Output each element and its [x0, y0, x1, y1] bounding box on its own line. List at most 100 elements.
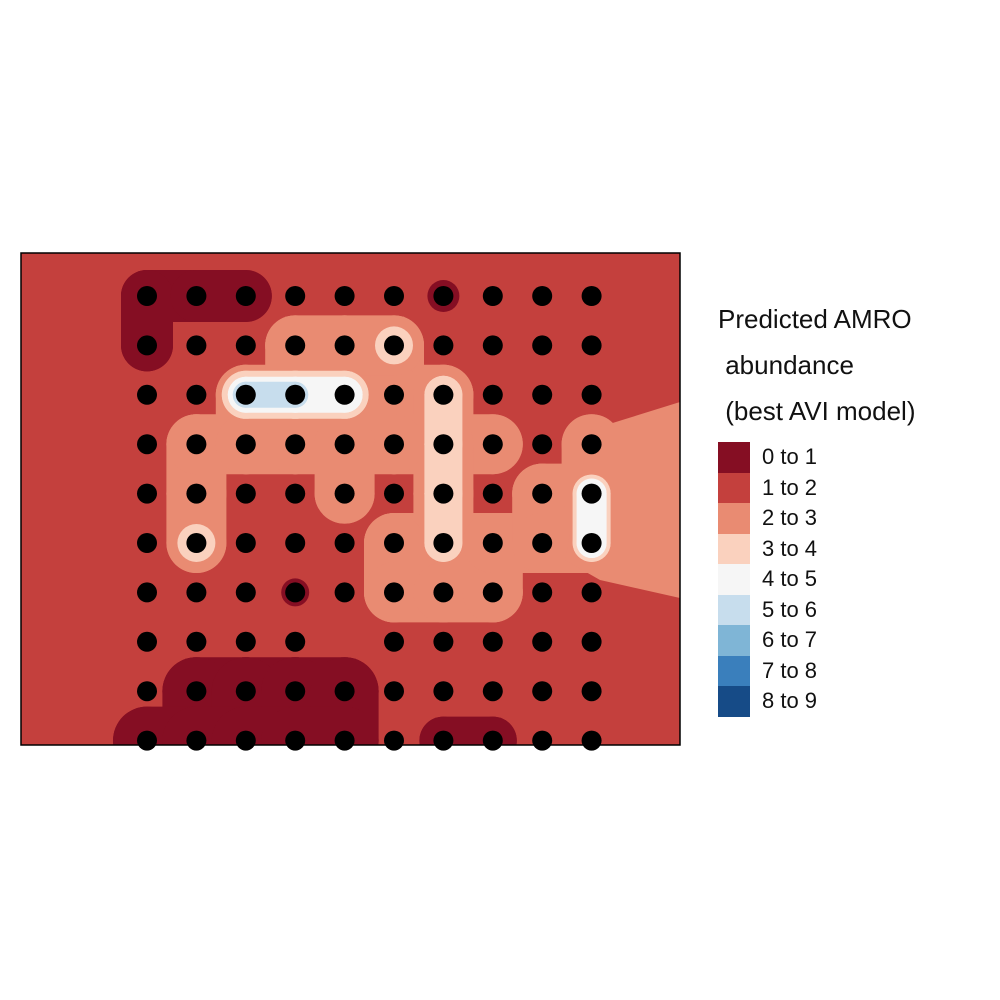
- survey-point: [137, 483, 157, 504]
- legend-swatch: [718, 472, 750, 503]
- survey-point: [532, 434, 553, 455]
- survey-point: [235, 434, 256, 455]
- survey-point: [235, 335, 256, 356]
- legend-item-label: 8 to 9: [762, 688, 818, 714]
- survey-point: [137, 681, 157, 702]
- survey-point: [186, 335, 207, 356]
- survey-point: [532, 384, 553, 405]
- survey-point: [137, 582, 157, 603]
- survey-point: [235, 681, 256, 702]
- legend-item-label: 4 to 5: [762, 566, 818, 592]
- survey-point: [433, 582, 454, 603]
- survey-point: [235, 286, 256, 306]
- survey-point: [186, 730, 207, 751]
- survey-point: [532, 730, 553, 751]
- survey-point: [581, 730, 602, 751]
- survey-point: [334, 286, 355, 306]
- legend-item: 2 to 3: [718, 503, 916, 534]
- survey-point: [235, 631, 256, 652]
- survey-point: [137, 730, 157, 751]
- survey-point: [235, 384, 256, 405]
- legend-item: 6 to 7: [718, 625, 916, 656]
- survey-point: [334, 582, 355, 603]
- legend-item-label: 0 to 1: [762, 444, 818, 470]
- survey-point: [334, 434, 355, 455]
- survey-point: [384, 384, 404, 405]
- survey-point: [581, 384, 602, 405]
- legend-title-line-3: (best AVI model): [718, 396, 916, 426]
- survey-points: [137, 286, 602, 751]
- legend-title-line-1: Predicted AMRO: [718, 304, 912, 334]
- legend-item: 3 to 4: [718, 533, 916, 564]
- survey-point: [137, 631, 157, 652]
- survey-point: [186, 384, 207, 405]
- survey-point: [532, 483, 553, 504]
- legend-swatch: [718, 442, 750, 473]
- survey-point: [581, 286, 602, 306]
- legend-item: 1 to 2: [718, 472, 916, 503]
- legend-swatch: [718, 625, 750, 656]
- legend-swatch: [718, 594, 750, 625]
- survey-point: [532, 631, 553, 652]
- survey-point: [384, 681, 404, 702]
- survey-point: [384, 434, 404, 455]
- survey-point: [384, 335, 404, 356]
- survey-point: [285, 434, 306, 455]
- legend-item: 0 to 1: [718, 442, 916, 473]
- survey-point: [334, 730, 355, 751]
- survey-point: [186, 533, 207, 553]
- survey-point: [137, 286, 157, 306]
- legend-items: 0 to 1 1 to 2 2 to 3 3 to 4 4 to 5 5 to 6 6 to…: [718, 442, 916, 717]
- survey-point: [433, 335, 454, 356]
- survey-point: [186, 582, 207, 603]
- survey-point: [235, 730, 256, 751]
- survey-point: [384, 533, 404, 553]
- survey-point: [433, 483, 454, 504]
- survey-point: [235, 533, 256, 553]
- survey-point: [532, 681, 553, 702]
- legend-item: 5 to 6: [718, 594, 916, 625]
- survey-point: [433, 286, 454, 306]
- survey-point: [285, 533, 306, 553]
- survey-point: [581, 335, 602, 356]
- survey-point: [285, 384, 306, 405]
- legend: Predicted AMRO abundance (best AVI model…: [718, 296, 916, 717]
- legend-item: 4 to 5: [718, 564, 916, 595]
- survey-point: [581, 582, 602, 603]
- legend-item-label: 3 to 4: [762, 535, 818, 561]
- survey-point: [532, 286, 553, 306]
- survey-point: [482, 384, 503, 405]
- survey-point: [581, 483, 602, 504]
- survey-point: [482, 631, 503, 652]
- survey-point: [433, 730, 454, 751]
- survey-point: [532, 533, 553, 553]
- survey-point: [482, 533, 503, 553]
- survey-point: [384, 730, 404, 751]
- survey-point: [532, 335, 553, 356]
- survey-point: [482, 335, 503, 356]
- survey-point: [285, 483, 306, 504]
- survey-point: [482, 483, 503, 504]
- survey-point: [581, 533, 602, 553]
- legend-item-label: 2 to 3: [762, 505, 818, 531]
- legend-item-label: 1 to 2: [762, 474, 818, 500]
- legend-swatch: [718, 655, 750, 686]
- survey-point: [433, 384, 454, 405]
- survey-point: [137, 335, 157, 356]
- survey-point: [482, 681, 503, 702]
- legend-item: 8 to 9: [718, 686, 916, 717]
- survey-point: [334, 533, 355, 553]
- survey-point: [581, 434, 602, 455]
- survey-point: [334, 483, 355, 504]
- survey-point: [137, 434, 157, 455]
- survey-point: [285, 681, 306, 702]
- survey-point: [186, 286, 207, 306]
- survey-point: [285, 582, 306, 603]
- survey-point: [384, 582, 404, 603]
- legend-title-line-2: abundance: [718, 350, 854, 380]
- legend-swatch: [718, 503, 750, 534]
- survey-point: [482, 582, 503, 603]
- survey-point: [433, 434, 454, 455]
- survey-point: [581, 631, 602, 652]
